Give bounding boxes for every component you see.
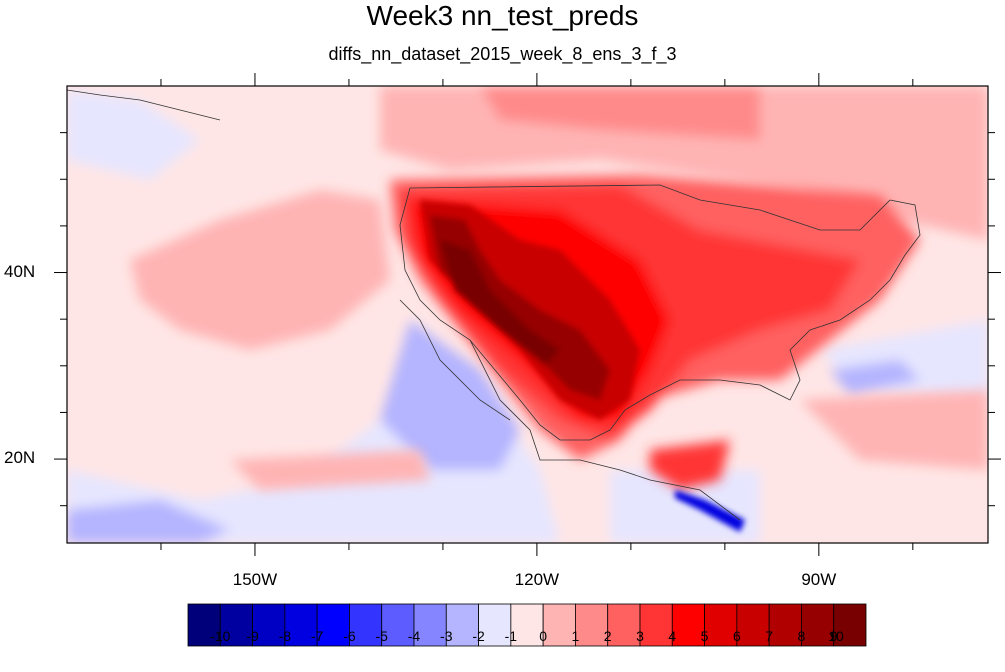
colorbar-label: 9 <box>829 628 838 644</box>
plot-frame <box>66 85 989 544</box>
colorbar-swatch <box>833 603 867 647</box>
lon-tick-label: 150W <box>232 570 278 589</box>
map-title: Week3 nn_test_preds <box>366 0 639 31</box>
colorbar-label: -6 <box>343 628 356 644</box>
lat-tick-label: 40N <box>4 261 36 281</box>
colorbar-label: 2 <box>603 628 612 644</box>
colorbar-label: 7 <box>765 628 774 644</box>
colorbar-swatch <box>736 603 770 647</box>
colorbar-swatch <box>381 603 415 647</box>
colorbar-swatch <box>801 603 835 647</box>
colorbar-swatch <box>671 603 705 647</box>
colorbar-swatch <box>252 603 286 647</box>
colorbar <box>187 603 867 647</box>
colorbar-label: -5 <box>375 628 388 644</box>
axis-ticks <box>54 73 1001 556</box>
colorbar-swatch <box>284 603 318 647</box>
colorbar-label: 4 <box>668 628 677 644</box>
colorbar-label: -8 <box>278 628 292 644</box>
colorbar-swatch <box>219 603 253 647</box>
colorbar-swatch <box>704 603 738 647</box>
colorbar-swatch <box>445 603 479 647</box>
colorbar-label: -3 <box>440 628 453 644</box>
colorbar-label: 6 <box>732 628 741 644</box>
colorbar-label: -9 <box>246 628 259 644</box>
colorbar-label: -10 <box>210 628 231 644</box>
colorbar-swatch <box>413 603 447 647</box>
map-subtitle: diffs_nn_dataset_2015_week_8_ens_3_f_3 <box>328 44 677 64</box>
colorbar-swatch <box>639 603 673 647</box>
colorbar-swatch <box>349 603 383 647</box>
coastline-outlines <box>67 89 921 521</box>
colorbar-label: -7 <box>310 628 324 644</box>
colorbar-label: -2 <box>472 628 485 644</box>
colorbar-label: 1 <box>571 628 580 644</box>
colorbar-label: 8 <box>797 628 806 644</box>
colorbar-swatch <box>510 603 544 647</box>
colorbar-label: 10 <box>828 628 844 644</box>
colorbar-swatch <box>187 603 221 647</box>
colorbar-swatch <box>607 603 641 647</box>
colorbar-label: 5 <box>700 628 709 644</box>
colorbar-label: -1 <box>504 628 518 644</box>
colorbar-swatch <box>478 603 512 647</box>
colorbar-swatch <box>316 603 350 647</box>
colorbar-label: 0 <box>539 628 548 644</box>
anomaly-field <box>67 86 988 543</box>
lat-tick-label: 20N <box>4 448 36 468</box>
colorbar-swatch <box>542 603 576 647</box>
colorbar-label: -4 <box>407 628 421 644</box>
lon-tick-label: 90W <box>801 570 837 589</box>
lon-tick-label: 120W <box>514 570 560 589</box>
colorbar-swatch <box>575 603 609 647</box>
colorbar-label: 3 <box>636 628 644 644</box>
